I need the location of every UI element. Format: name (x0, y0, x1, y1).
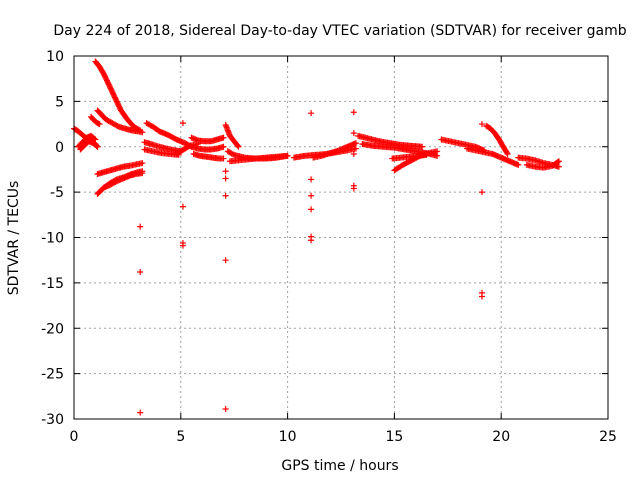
data-point (308, 206, 315, 213)
y-tick-label: -20 (41, 321, 64, 337)
data-point (92, 136, 99, 143)
data-point (503, 149, 510, 156)
y-tick-label: -15 (41, 276, 64, 292)
y-tick-label: -25 (41, 367, 64, 383)
data-point (222, 175, 229, 182)
data-point (139, 129, 146, 136)
data-point (222, 406, 229, 413)
data-point (235, 143, 242, 150)
x-tick-label: 5 (176, 429, 185, 445)
data-point (555, 163, 562, 170)
data-point (222, 257, 229, 264)
data-point (93, 142, 100, 149)
data-point (137, 268, 144, 275)
data-point (504, 151, 511, 158)
data-point (91, 135, 98, 142)
data-point (515, 161, 522, 168)
plot-frame (73, 55, 609, 420)
data-point (96, 121, 103, 128)
x-tick-label: 25 (599, 429, 617, 445)
data-point (350, 185, 357, 192)
data-point (350, 151, 357, 158)
data-point (554, 159, 561, 166)
data-point (352, 145, 359, 152)
x-tick-label: 0 (70, 429, 79, 445)
data-point (222, 168, 229, 175)
data-point (434, 148, 441, 155)
data-point (308, 110, 315, 117)
x-tick-label: 20 (492, 429, 510, 445)
data-point (220, 134, 227, 141)
data-point (234, 142, 241, 149)
data-point (352, 140, 359, 147)
data-point (139, 160, 146, 167)
data-point (179, 203, 186, 210)
chart-title: Day 224 of 2018, Sidereal Day-to-day VTE… (53, 23, 626, 39)
data-point (179, 120, 186, 127)
data-point (350, 130, 357, 137)
y-tick-label: 10 (46, 49, 64, 65)
data-point (308, 176, 315, 183)
y-tick-label: 0 (55, 140, 64, 156)
x-tick-label: 10 (279, 429, 297, 445)
tick-labels: 0 5 10 15 20 25 -30 -25 -20 -15 -10 -5 0 5 10 (41, 49, 617, 445)
y-tick-label: -10 (41, 231, 64, 247)
y-tick-label: 5 (55, 94, 64, 110)
data-point (222, 192, 229, 199)
x-tick-label: 15 (385, 429, 403, 445)
data-point (308, 192, 315, 199)
data-point (308, 237, 315, 244)
data-point (139, 170, 146, 177)
data-point (419, 143, 426, 150)
data-point (220, 143, 227, 150)
data-point (179, 242, 186, 249)
data-point (350, 109, 357, 116)
data-point (478, 189, 485, 196)
data-point (478, 121, 485, 128)
data-point (555, 158, 562, 165)
y-axis-label: SDTVAR / TECUs (6, 181, 22, 296)
data-point (137, 223, 144, 230)
data-point (284, 152, 291, 159)
data-point (94, 143, 101, 150)
y-tick-label: -5 (50, 185, 64, 201)
data-point (423, 151, 430, 158)
data-point (137, 409, 144, 416)
x-axis-label: GPS time / hours (281, 458, 398, 474)
data-points (71, 58, 562, 416)
data-point (478, 293, 485, 300)
data-point (220, 155, 227, 162)
data-point (229, 151, 236, 158)
y-tick-label: -30 (41, 412, 64, 428)
